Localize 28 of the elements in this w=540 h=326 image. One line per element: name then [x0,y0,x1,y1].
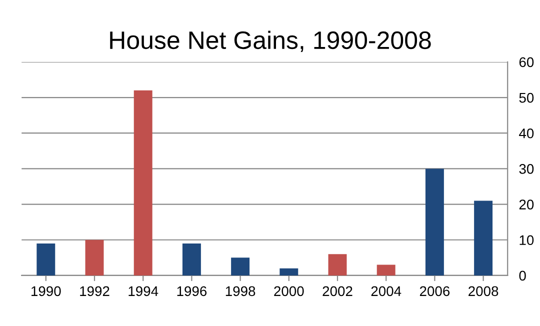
y-tick-label: 20 [519,200,534,210]
bar [328,254,347,276]
bar [474,200,493,276]
y-tick-label: 0 [519,270,526,281]
y-tick-label: 40 [519,128,534,138]
x-tick-label: 1990 [32,286,61,296]
y-tick-label: 60 [519,57,534,68]
x-tick-label: 2006 [420,286,450,296]
bar [376,264,396,276]
x-tick-label: 2000 [274,286,304,296]
bar [85,240,104,276]
bar [36,243,56,276]
x-tick-label: 1996 [177,286,207,296]
x-tick-label: 2002 [322,286,352,296]
x-tick-label: 1998 [226,286,256,296]
bar [280,268,298,276]
x-tick-label: 2008 [468,286,498,296]
chart-title: House Net Gains, 1990-2008 [110,30,431,52]
x-tick-label: 2004 [371,286,402,296]
y-tick-label: 50 [519,92,534,103]
y-tick-label: 10 [520,235,534,246]
x-tick-label: 1992 [80,286,110,296]
x-tick-label: 1994 [128,286,158,296]
bar [134,90,152,276]
bar [425,168,444,276]
y-tick-label: 30 [519,164,534,174]
bar [231,258,250,276]
bar [182,243,201,276]
